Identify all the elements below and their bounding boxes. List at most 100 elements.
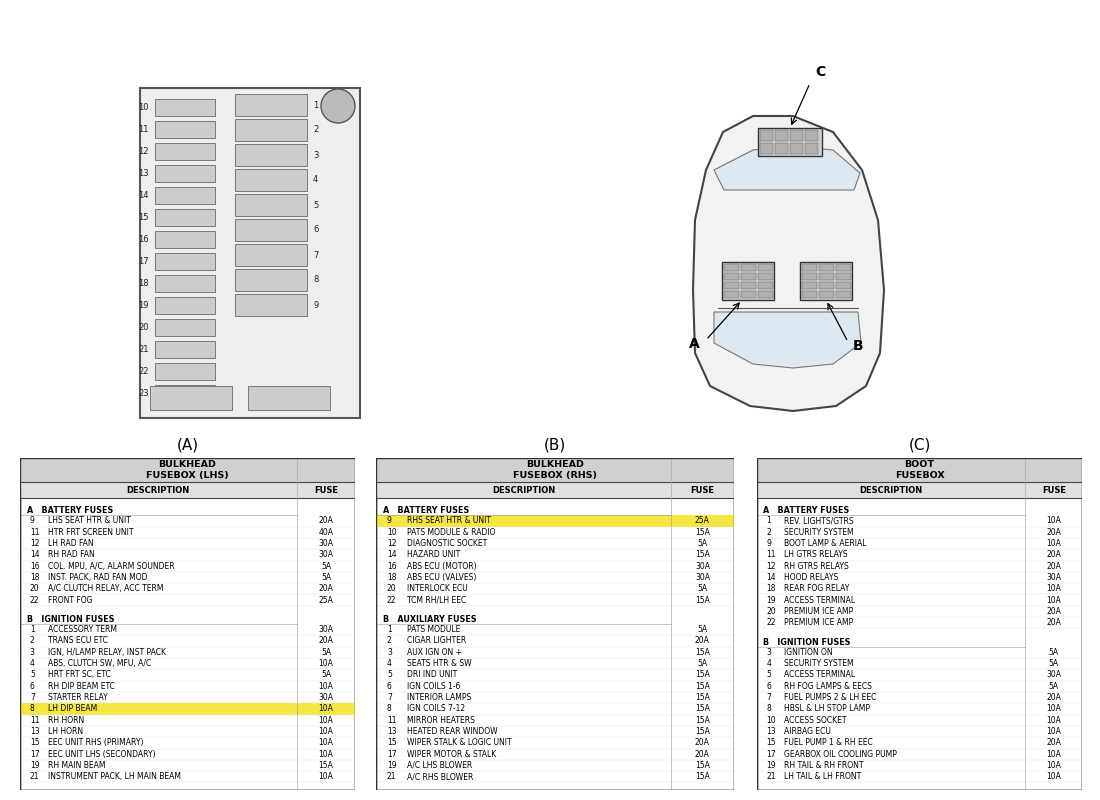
- Text: 9: 9: [387, 516, 392, 526]
- Text: BOOT LAMP & AERIAL: BOOT LAMP & AERIAL: [784, 539, 867, 548]
- Text: 5A: 5A: [321, 670, 331, 679]
- Text: 20A: 20A: [1046, 528, 1062, 537]
- Text: SEATS HTR & SW: SEATS HTR & SW: [407, 659, 471, 668]
- Text: FUEL PUMPS 2 & LH EEC: FUEL PUMPS 2 & LH EEC: [784, 693, 877, 702]
- Text: 18: 18: [767, 584, 777, 594]
- Text: SECURITY SYSTEM: SECURITY SYSTEM: [784, 659, 854, 668]
- Text: 15: 15: [767, 738, 777, 747]
- Text: 10A: 10A: [1046, 727, 1062, 736]
- Bar: [140, 88, 360, 418]
- Bar: [741, 264, 756, 271]
- Text: 2: 2: [314, 126, 318, 134]
- Text: RH RAD FAN: RH RAD FAN: [48, 550, 95, 559]
- Text: 21: 21: [30, 772, 40, 782]
- Text: 10A: 10A: [1046, 584, 1062, 594]
- Text: (B): (B): [543, 437, 566, 452]
- Text: 5A: 5A: [1048, 648, 1059, 657]
- Text: DESCRIPTION: DESCRIPTION: [126, 486, 190, 494]
- Text: HEATED REAR WINDOW: HEATED REAR WINDOW: [407, 727, 497, 736]
- Text: A/C LHS BLOWER: A/C LHS BLOWER: [407, 761, 472, 770]
- Text: 20A: 20A: [1046, 562, 1062, 570]
- Text: 14: 14: [387, 550, 397, 559]
- Text: 5A: 5A: [321, 562, 331, 570]
- Text: 6: 6: [30, 682, 35, 690]
- Text: HOOD RELAYS: HOOD RELAYS: [784, 573, 838, 582]
- Text: 10: 10: [387, 528, 397, 537]
- Text: IGN, H/LAMP RELAY, INST PACK: IGN, H/LAMP RELAY, INST PACK: [48, 648, 166, 657]
- Text: 10A: 10A: [1046, 772, 1062, 782]
- Bar: [155, 363, 214, 380]
- Text: B   IGNITION FUSES: B IGNITION FUSES: [763, 638, 850, 646]
- Text: 8: 8: [387, 704, 392, 714]
- Text: REAR FOG RELAY: REAR FOG RELAY: [784, 584, 850, 594]
- Text: (A): (A): [176, 437, 199, 452]
- Text: 15A: 15A: [695, 716, 710, 725]
- Text: 4: 4: [387, 659, 392, 668]
- Text: A   BATTERY FUSES: A BATTERY FUSES: [384, 506, 470, 515]
- Text: A: A: [689, 337, 700, 351]
- Bar: [836, 291, 851, 298]
- Text: 15: 15: [30, 738, 40, 747]
- Text: 20A: 20A: [1046, 607, 1062, 616]
- Text: ACCESS TERMINAL: ACCESS TERMINAL: [784, 670, 856, 679]
- Text: 20A: 20A: [1046, 618, 1062, 627]
- Bar: [376, 482, 734, 498]
- Text: EEC UNIT LHS (SECONDARY): EEC UNIT LHS (SECONDARY): [48, 750, 156, 758]
- Bar: [724, 291, 739, 298]
- Text: B: B: [852, 339, 864, 353]
- Text: 20A: 20A: [319, 637, 333, 646]
- Text: 17: 17: [30, 750, 40, 758]
- Bar: [758, 282, 773, 289]
- Bar: [724, 264, 739, 271]
- Bar: [820, 291, 834, 298]
- Bar: [235, 244, 307, 266]
- Text: 15A: 15A: [695, 761, 710, 770]
- Bar: [741, 291, 756, 298]
- Text: A   BATTERY FUSES: A BATTERY FUSES: [26, 506, 113, 515]
- Text: PREMIUM ICE AMP: PREMIUM ICE AMP: [784, 618, 854, 627]
- Text: 20: 20: [387, 584, 397, 594]
- Text: A   BATTERY FUSES: A BATTERY FUSES: [763, 506, 849, 515]
- Bar: [155, 143, 214, 160]
- Bar: [836, 273, 851, 280]
- Text: 20: 20: [767, 607, 777, 616]
- Text: STARTER RELAY: STARTER RELAY: [48, 693, 108, 702]
- Text: FUEL PUMP 1 & RH EEC: FUEL PUMP 1 & RH EEC: [784, 738, 873, 747]
- Text: 15A: 15A: [695, 693, 710, 702]
- Text: HAZARD UNIT: HAZARD UNIT: [407, 550, 460, 559]
- Bar: [820, 273, 834, 280]
- Bar: [155, 253, 214, 270]
- Text: 11: 11: [767, 550, 777, 559]
- Text: IGN COILS 7-12: IGN COILS 7-12: [407, 704, 464, 714]
- Text: 2: 2: [387, 637, 392, 646]
- Bar: [235, 169, 307, 191]
- Text: 13: 13: [139, 169, 148, 178]
- Text: 12: 12: [30, 539, 40, 548]
- Text: (C): (C): [909, 437, 931, 452]
- Text: 22: 22: [139, 367, 148, 376]
- Text: 18: 18: [139, 279, 148, 288]
- Text: 4: 4: [314, 175, 318, 185]
- Text: A/C RHS BLOWER: A/C RHS BLOWER: [407, 772, 473, 782]
- Text: RHS SEAT HTR & UNIT: RHS SEAT HTR & UNIT: [407, 516, 491, 526]
- Bar: [155, 385, 214, 402]
- Text: INTERIOR LAMPS: INTERIOR LAMPS: [407, 693, 471, 702]
- Text: 7: 7: [30, 693, 35, 702]
- Bar: [741, 282, 756, 289]
- Text: 18: 18: [387, 573, 396, 582]
- Text: INTERLOCK ECU: INTERLOCK ECU: [407, 584, 468, 594]
- Bar: [235, 94, 307, 116]
- Text: IGNITION ON: IGNITION ON: [784, 648, 833, 657]
- Bar: [805, 143, 818, 154]
- Text: 6: 6: [767, 682, 771, 690]
- Text: LHS SEAT HTR & UNIT: LHS SEAT HTR & UNIT: [48, 516, 131, 526]
- Text: HRT FRT SC, ETC: HRT FRT SC, ETC: [48, 670, 111, 679]
- Text: 2: 2: [767, 528, 771, 537]
- Text: ACCESS TERMINAL: ACCESS TERMINAL: [784, 596, 856, 605]
- Text: DIAGNOSTIC SOCKET: DIAGNOSTIC SOCKET: [407, 539, 487, 548]
- Bar: [155, 209, 214, 226]
- Text: PREMIUM ICE AMP: PREMIUM ICE AMP: [784, 607, 854, 616]
- Bar: [760, 130, 773, 141]
- Text: REV. LIGHTS/GTRS: REV. LIGHTS/GTRS: [784, 516, 854, 526]
- Bar: [235, 219, 307, 241]
